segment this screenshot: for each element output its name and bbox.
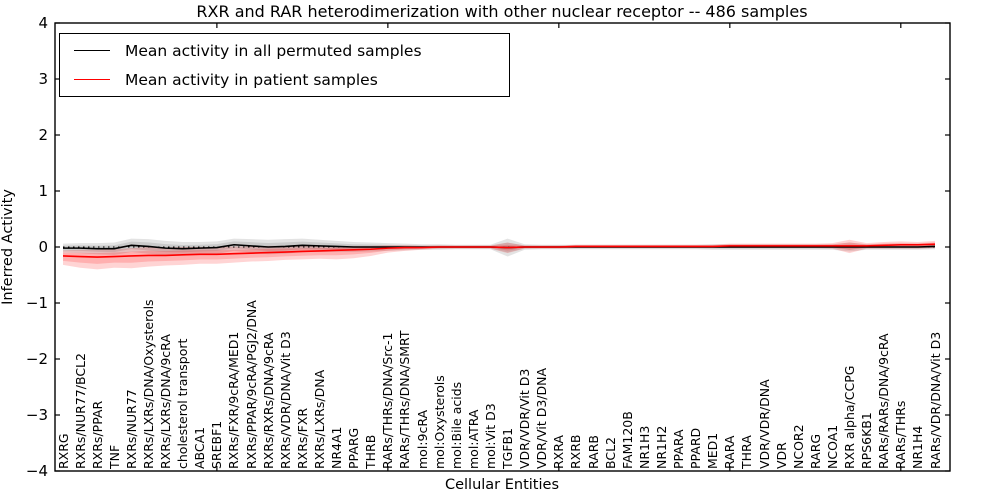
permuted-line-swatch bbox=[74, 50, 110, 51]
legend-entry-patient: Mean activity in patient samples bbox=[60, 65, 509, 94]
x-category-label: RARs/RARs/DNA/9cRA bbox=[876, 333, 892, 469]
x-category-label: RARs/VDR/DNA/Vit D3 bbox=[927, 331, 943, 469]
x-category-label: RXRs/RXRs/DNA/9cRA bbox=[260, 332, 276, 469]
x-category-label: TNF bbox=[106, 444, 122, 469]
x-category-label: BCL2 bbox=[602, 436, 618, 469]
x-category-label: THRA bbox=[739, 435, 755, 469]
x-category-label: mol:Oxysterols bbox=[431, 375, 447, 469]
x-category-label: RARs/THRs/DNA/Src-1 bbox=[380, 332, 396, 469]
x-category-label: VDR/VDR/Vit D3 bbox=[517, 368, 533, 469]
x-category-label: NR1H3 bbox=[636, 425, 652, 469]
x-category-label: NCOR2 bbox=[790, 424, 806, 469]
x-category-label: RXRs/PPAR/9cRA/PGJ2/DNA bbox=[243, 300, 259, 469]
x-category-label: RXRs/FXR/9cRA/MED1 bbox=[226, 331, 242, 469]
x-category-label: mol:ATRA bbox=[465, 409, 481, 469]
x-category-label: NR1H2 bbox=[653, 425, 669, 469]
y-tick-label: 1 bbox=[38, 182, 48, 200]
x-category-label: RXRs/NUR77 bbox=[123, 389, 139, 469]
patient-line-swatch bbox=[74, 79, 110, 80]
legend: Mean activity in all permuted samples Me… bbox=[59, 33, 510, 97]
x-category-label: VDR/Vit D3/DNA bbox=[534, 367, 550, 469]
x-category-label: VDR bbox=[773, 442, 789, 469]
x-category-label: RXRs/LXRs/DNA/9cRA bbox=[158, 334, 174, 469]
x-category-label: SREBF1 bbox=[209, 420, 225, 469]
patient-mean-line bbox=[62, 243, 936, 258]
x-category-label: cholesterol transport bbox=[175, 338, 191, 469]
x-category-label: RARB bbox=[585, 435, 601, 469]
x-category-label: NR4A1 bbox=[329, 426, 345, 470]
y-tick-label: 0 bbox=[38, 238, 48, 256]
x-category-label: MED1 bbox=[705, 432, 721, 469]
x-category-label: RXRs/NUR77/BCL2 bbox=[72, 353, 88, 469]
chart-title: RXR and RAR heterodimerization with othe… bbox=[196, 2, 808, 21]
x-category-label: FAM120B bbox=[619, 411, 635, 469]
y-tick-label: −2 bbox=[25, 350, 48, 368]
x-category-label: RARG bbox=[807, 433, 823, 469]
x-category-label: NR1H4 bbox=[910, 425, 926, 469]
x-category-label: RXRA bbox=[551, 435, 567, 469]
x-category-label: mol:Bile acids bbox=[448, 381, 464, 469]
y-tick-label: −4 bbox=[25, 462, 48, 480]
x-category-label: RXRs/VDR/DNA/Vit D3 bbox=[277, 331, 293, 469]
x-category-label: ABCA1 bbox=[192, 426, 208, 469]
x-category-label: RXRB bbox=[568, 434, 584, 469]
x-category-label: RXRs/LXRs/DNA/Oxysterols bbox=[140, 299, 156, 469]
x-axis-label: Cellular Entities bbox=[444, 477, 560, 493]
x-category-label: RARA bbox=[722, 435, 738, 469]
x-category-label: THRB bbox=[363, 434, 379, 469]
x-category-label: RARs/THRs bbox=[893, 400, 909, 469]
legend-entry-permuted: Mean activity in all permuted samples bbox=[60, 36, 509, 65]
x-category-label: PPARD bbox=[688, 427, 704, 469]
x-category-label: RXR alpha/CCPG bbox=[842, 365, 857, 469]
x-category-label: TGFB1 bbox=[500, 427, 516, 469]
x-category-label: PPARA bbox=[671, 429, 687, 469]
x-category-label: RPS6KB1 bbox=[859, 412, 875, 469]
y-tick-label: −1 bbox=[25, 294, 48, 312]
legend-label-permuted: Mean activity in all permuted samples bbox=[125, 41, 422, 60]
x-category-label: RXRs/FXR bbox=[294, 407, 310, 469]
y-tick-label: −3 bbox=[25, 406, 48, 424]
x-category-label: VDR/VDR/DNA bbox=[756, 379, 772, 469]
legend-label-patient: Mean activity in patient samples bbox=[125, 70, 378, 89]
x-category-label: RXRs/LXRs/DNA bbox=[311, 369, 327, 469]
y-tick-label: 3 bbox=[38, 70, 48, 88]
y-tick-label: 4 bbox=[38, 14, 48, 32]
x-category-label: RXRs/PPAR bbox=[89, 400, 105, 469]
x-category-label: mol:Vit D3 bbox=[482, 403, 498, 469]
x-category-label: PPARG bbox=[346, 427, 362, 469]
x-category-label: NCOA1 bbox=[824, 424, 840, 469]
x-category-label: RXRG bbox=[55, 433, 71, 469]
y-tick-label: 2 bbox=[38, 126, 48, 144]
x-category-label: RARs/THRs/DNA/SMRT bbox=[397, 330, 413, 469]
x-category-label: mol:9cRA bbox=[414, 409, 430, 469]
